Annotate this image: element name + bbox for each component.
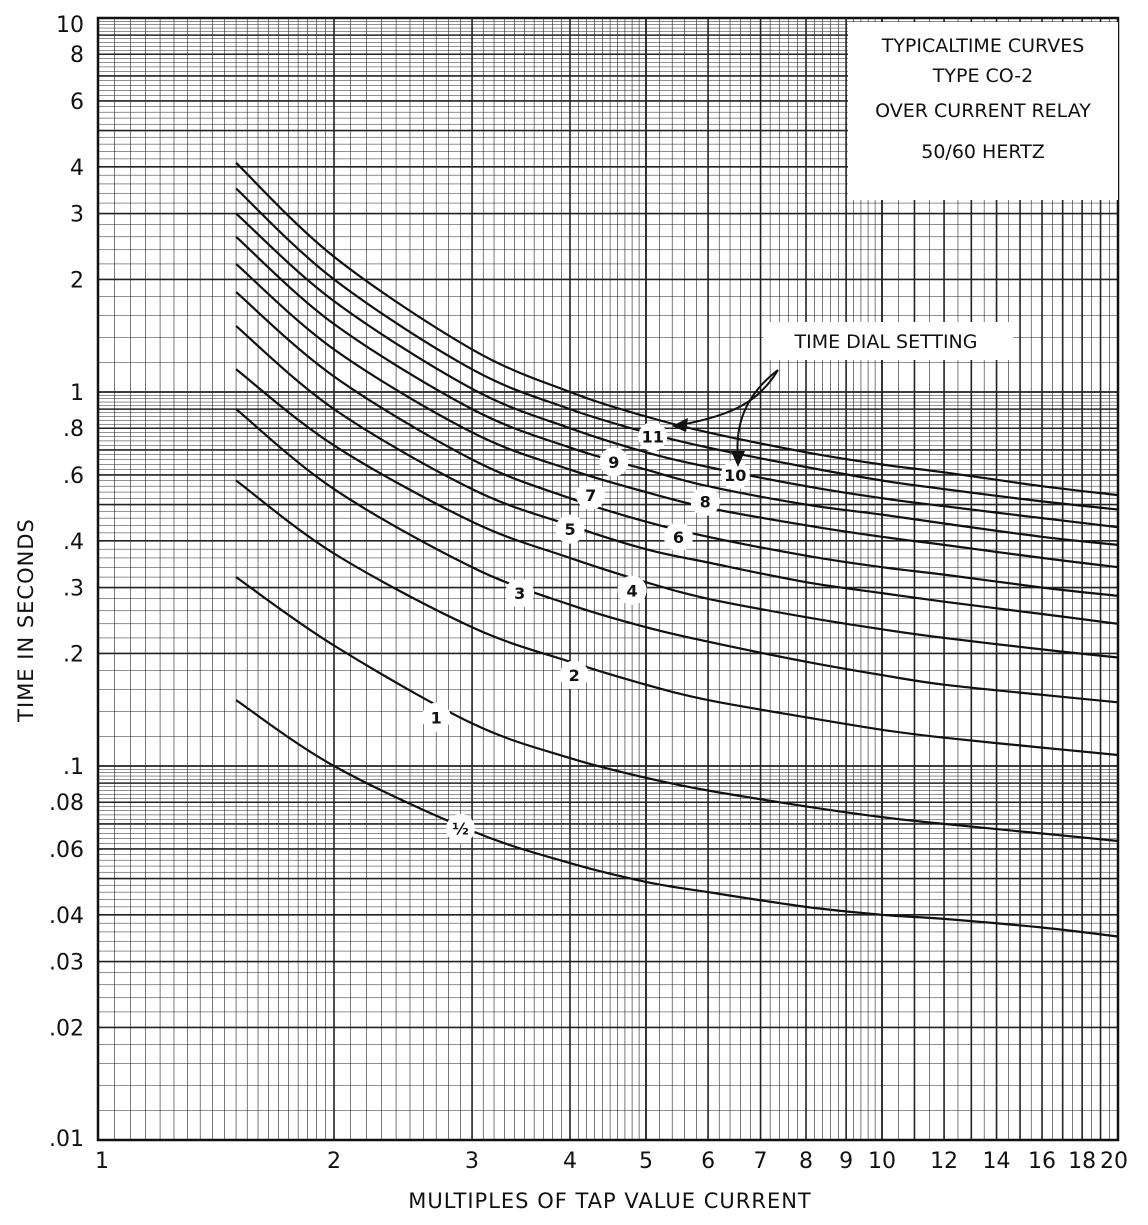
curve-label-bg — [559, 660, 589, 690]
x-tick-label: 3 — [465, 1149, 479, 1174]
curve-label-bg — [446, 814, 476, 844]
curve-dial-8 — [235, 235, 1119, 546]
y-tick-label: 6 — [70, 90, 84, 115]
title-line-3: OVER CURRENT RELAY — [875, 100, 1091, 122]
curve-label: 10 — [724, 466, 746, 485]
curve-label-bg — [555, 514, 585, 544]
x-tick-label: 6 — [701, 1149, 715, 1174]
y-tick-label: 3 — [70, 203, 84, 228]
x-tick-label: 5 — [639, 1149, 653, 1174]
plot-frame — [96, 16, 1120, 1142]
annotation-text: TIME DIAL SETTING — [794, 331, 978, 353]
curve-label: 4 — [627, 581, 638, 600]
x-tick-label: 14 — [983, 1149, 1011, 1174]
curve-label-bg — [638, 422, 668, 452]
y-tick-label: .08 — [49, 791, 84, 816]
curve-dial-2 — [235, 479, 1119, 757]
curve-label: 6 — [673, 528, 684, 547]
y-tick-label: 4 — [70, 156, 84, 181]
y-tick-label: 2 — [70, 268, 84, 293]
y-tick-label: .04 — [49, 904, 84, 929]
y-tick-label: 10 — [56, 13, 84, 38]
annotation-arrowhead-10 — [731, 451, 745, 467]
x-tick-label: 4 — [563, 1149, 577, 1174]
x-tick-label: 12 — [930, 1149, 958, 1174]
curve-dial-0 — [235, 699, 1119, 938]
title-box: TYPICALTIME CURVES TYPE CO-2 OVER CURREN… — [848, 22, 1118, 200]
time-dial-annotation: TIME DIAL SETTING — [672, 322, 1013, 467]
curve-label-bg — [505, 578, 535, 608]
y-tick-labels: .01 .02 .03 .04 .06 .08 .1 .2 .3 .4 .6 .8 1 2 3 4 6 8 10 — [49, 13, 84, 1152]
curve-label-bg — [421, 702, 451, 732]
curve-label: 3 — [514, 584, 525, 603]
x-axis-title: MULTIPLES OF TAP VALUE CURRENT — [408, 1189, 812, 1213]
y-tick-label: .1 — [63, 755, 84, 780]
curve-label: 2 — [569, 666, 580, 685]
curve-dial-7 — [235, 263, 1119, 569]
x-tick-label: 1 — [95, 1149, 109, 1174]
x-tick-label: 8 — [799, 1149, 813, 1174]
curve-dial-9 — [235, 212, 1119, 529]
y-tick-label: .3 — [63, 577, 84, 602]
y-tick-label: .4 — [63, 530, 84, 555]
x-tick-label: 9 — [839, 1149, 853, 1174]
x-tick-label: 16 — [1028, 1149, 1056, 1174]
x-tick-label: 18 — [1068, 1149, 1096, 1174]
curve-labels: ½ 1 2 3 4 5 6 7 8 9 10 11 — [421, 422, 750, 844]
y-tick-label: .01 — [49, 1127, 84, 1152]
curve-label: 11 — [642, 428, 664, 447]
y-tick-label: .06 — [49, 838, 84, 863]
curve-dial-4 — [235, 368, 1119, 659]
curve-dial-10 — [235, 187, 1119, 511]
y-tick-label: .03 — [49, 951, 84, 976]
curve-dial-1 — [235, 576, 1119, 843]
y-tick-label: .8 — [63, 417, 84, 442]
y-tick-label: .2 — [63, 642, 84, 667]
x-tick-label: 20 — [1100, 1149, 1128, 1174]
y-tick-label: 1 — [70, 381, 84, 406]
curve-label-bg — [720, 460, 750, 490]
curve-label: 5 — [564, 520, 575, 539]
annotation-arrow-11 — [679, 369, 779, 426]
annotation-arrow-10 — [736, 369, 779, 459]
annotation-arrowhead-11 — [672, 418, 688, 432]
y-tick-label: .6 — [63, 464, 84, 489]
curve-label-bg — [599, 447, 629, 477]
curve-label: 7 — [585, 486, 596, 505]
y-tick-label: .02 — [49, 1016, 84, 1041]
curve-label: 9 — [608, 453, 619, 472]
x-tick-label: 10 — [868, 1149, 896, 1174]
curve-dial-5 — [235, 325, 1119, 625]
curve-label-bg — [663, 522, 693, 552]
curve-label: 8 — [700, 492, 711, 511]
curve-label: ½ — [452, 820, 469, 839]
x-tick-label: 2 — [327, 1149, 341, 1174]
curve-label: 1 — [431, 708, 442, 727]
curve-label-bg — [576, 480, 606, 510]
x-tick-label: 7 — [754, 1149, 768, 1174]
grid — [97, 17, 1119, 1141]
curve-dial-3 — [235, 408, 1119, 704]
curve-label-bg — [617, 575, 647, 605]
title-line-2: TYPE CO-2 — [932, 65, 1033, 87]
title-line-1: TYPICALTIME CURVES — [881, 35, 1085, 57]
curve-label-bg — [690, 486, 720, 516]
x-tick-labels: 1 2 3 4 5 6 7 8 9 10 12 14 16 18 20 — [95, 1149, 1128, 1174]
plot-border — [96, 16, 1120, 1142]
title-line-4: 50/60 HERTZ — [921, 141, 1045, 163]
y-tick-label: 8 — [70, 43, 84, 68]
y-axis-title: TIME IN SECONDS — [14, 518, 38, 723]
